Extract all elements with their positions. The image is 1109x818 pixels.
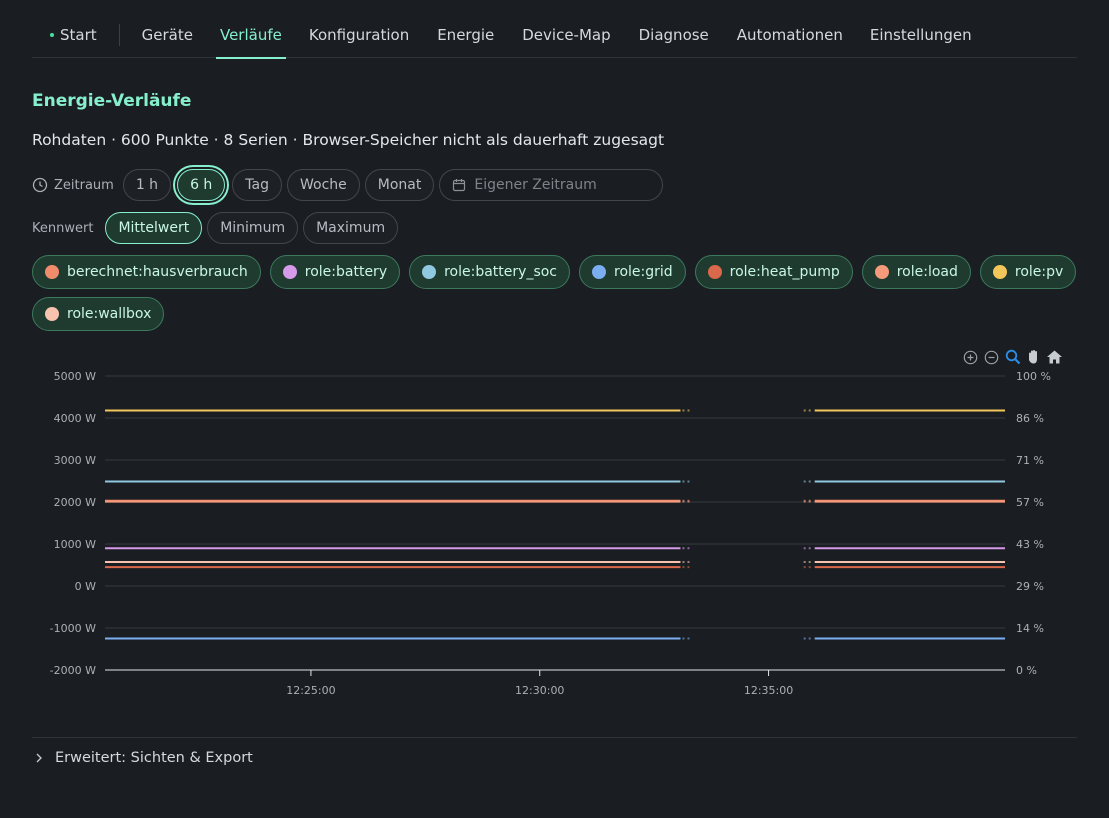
custom-range-input[interactable]: Eigener Zeitraum xyxy=(439,169,664,201)
range-label: Zeitraum xyxy=(32,177,114,193)
y-left-tick-label: -2000 W xyxy=(50,664,96,677)
series-toggle-load[interactable]: role:load xyxy=(861,255,971,289)
section-divider xyxy=(32,737,1077,738)
nav-item-automationen[interactable]: Automationen xyxy=(736,26,843,44)
metric-minimum-button[interactable]: Minimum xyxy=(207,212,299,244)
series-toggle-wallbox[interactable]: role:wallbox xyxy=(32,297,165,331)
x-tick-label: 12:30:00 xyxy=(515,684,564,697)
series-label: role:pv xyxy=(1014,264,1064,280)
metric-row: Kennwert Mittelwert Minimum Maximum xyxy=(32,212,403,244)
metric-label: Kennwert xyxy=(32,220,94,236)
series-label: role:battery_soc xyxy=(444,264,557,280)
clock-icon xyxy=(32,177,48,193)
range-1h-button[interactable]: 1 h xyxy=(122,169,172,201)
series-swatch xyxy=(874,265,889,279)
series-toggle-pv[interactable]: role:pv xyxy=(979,255,1077,289)
series-toggle-grid[interactable]: role:grid xyxy=(579,255,686,289)
status-dot-icon xyxy=(50,32,54,37)
advanced-expander[interactable]: Erweitert: Sichten & Export xyxy=(34,750,253,766)
y-right-tick-label: 57 % xyxy=(1016,496,1044,509)
series-label: berechnet:hausverbrauch xyxy=(67,264,248,280)
nav-start[interactable]: Start xyxy=(46,18,101,58)
series-label: role:grid xyxy=(614,264,673,280)
reset-home-icon[interactable] xyxy=(1046,348,1063,366)
nav-item-device-map[interactable]: Device-Map xyxy=(522,26,611,44)
y-left-tick-label: 1000 W xyxy=(54,538,96,551)
top-nav: Start Geräte Verläufe Konfiguration Ener… xyxy=(32,18,1077,59)
series-row-2: role:wallbox xyxy=(32,297,173,331)
y-left-tick-label: 4000 W xyxy=(54,412,96,425)
range-tag-button[interactable]: Tag xyxy=(232,169,282,201)
nav-item-geraete[interactable]: Geräte xyxy=(141,26,193,44)
series-swatch xyxy=(422,265,437,279)
nav-item-verlaeufe[interactable]: Verläufe xyxy=(215,18,286,59)
series-toggle-battery[interactable]: role:battery xyxy=(269,255,401,289)
y-right-tick-label: 86 % xyxy=(1016,412,1044,425)
nav-item-diagnose[interactable]: Diagnose xyxy=(638,26,709,44)
range-monat-button[interactable]: Monat xyxy=(364,169,435,201)
zoom-in-icon[interactable] xyxy=(962,348,979,366)
series-label: role:wallbox xyxy=(67,306,152,322)
range-row: Zeitraum 1 h 6 h Tag Woche Monat Eigener… xyxy=(32,169,664,201)
series-swatch xyxy=(992,265,1007,279)
series-label: role:load xyxy=(896,264,958,280)
metric-mittelwert-button[interactable]: Mittelwert xyxy=(105,212,203,244)
y-left-tick-label: 2000 W xyxy=(54,496,96,509)
series-swatch xyxy=(707,265,722,279)
zoom-out-icon[interactable] xyxy=(983,348,1000,366)
metric-maximum-button[interactable]: Maximum xyxy=(303,212,399,244)
range-woche-button[interactable]: Woche xyxy=(287,169,360,201)
advanced-expander-label: Erweitert: Sichten & Export xyxy=(55,750,253,766)
nav-item-konfiguration[interactable]: Konfiguration xyxy=(308,26,410,44)
y-left-tick-label: -1000 W xyxy=(50,622,96,635)
nav-item-einstellungen[interactable]: Einstellungen xyxy=(869,26,972,44)
y-left-tick-label: 3000 W xyxy=(54,454,96,467)
range-label-text: Zeitraum xyxy=(54,177,114,193)
energy-history-chart[interactable]: 5000 W 4000 W 3000 W 2000 W 1000 W 0 W -1000 W… xyxy=(0,360,1109,705)
series-swatch xyxy=(45,265,59,279)
y-right-tick-label: 14 % xyxy=(1016,622,1044,635)
page-title: Energie-Verläufe xyxy=(32,91,192,111)
custom-range-placeholder: Eigener Zeitraum xyxy=(474,177,597,193)
x-tick-label: 12:25:00 xyxy=(286,684,335,697)
y-right-tick-label: 43 % xyxy=(1016,538,1044,551)
nav-start-label: Start xyxy=(60,26,97,44)
zoom-selection-icon[interactable] xyxy=(1004,348,1021,366)
series-toggle-battery-soc[interactable]: role:battery_soc xyxy=(409,255,570,289)
y-right-tick-label: 71 % xyxy=(1016,454,1044,467)
pan-icon[interactable] xyxy=(1025,348,1042,366)
range-6h-button[interactable]: 6 h xyxy=(177,169,226,201)
y-right-tick-label: 0 % xyxy=(1016,664,1037,677)
series-label: role:battery xyxy=(304,264,388,280)
y-right-tick-label: 29 % xyxy=(1016,580,1044,593)
page-subtitle: Rohdaten · 600 Punkte · 8 Serien · Brows… xyxy=(32,131,665,149)
calendar-icon xyxy=(453,179,466,192)
series-label: role:heat_pump xyxy=(729,264,840,280)
series-toggle-heat-pump[interactable]: role:heat_pump xyxy=(694,255,853,289)
y-left-tick-label: 5000 W xyxy=(54,370,96,383)
series-row-1: berechnet:hausverbrauch role:battery rol… xyxy=(32,255,1085,289)
series-swatch xyxy=(282,265,297,279)
nav-separator xyxy=(118,24,120,46)
series-toggle-hausverbrauch[interactable]: berechnet:hausverbrauch xyxy=(32,255,261,289)
series-swatch xyxy=(592,265,606,279)
y-right-tick-label: 100 % xyxy=(1016,370,1051,383)
chart-toolbar xyxy=(962,348,1063,366)
chevron-right-icon xyxy=(36,753,42,763)
y-left-tick-label: 0 W xyxy=(75,580,96,593)
series-swatch xyxy=(45,307,59,321)
x-tick-label: 12:35:00 xyxy=(744,684,793,697)
nav-item-energie[interactable]: Energie xyxy=(437,26,495,44)
